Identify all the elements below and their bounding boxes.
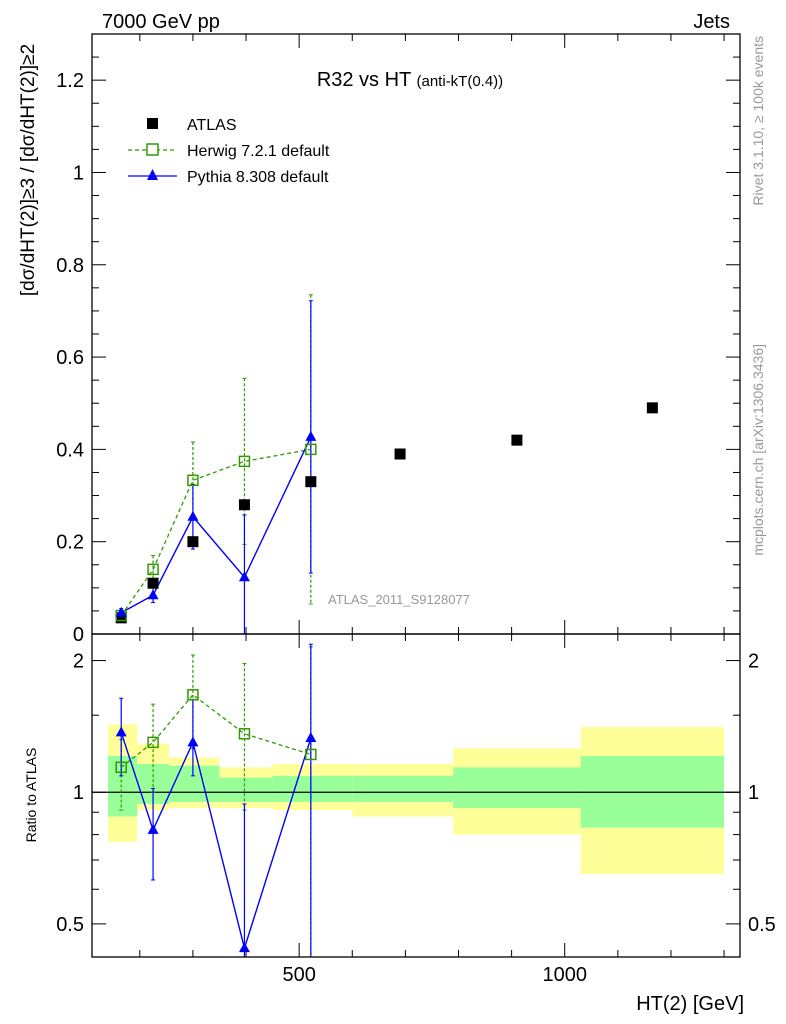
ratio-herwig-point [305, 748, 317, 761]
title-main: R32 vs HT [317, 69, 411, 91]
plot-title: R32 vs HT (anti-kT(0.4)) [317, 69, 503, 91]
ratio-tick-label-right: 2 [748, 651, 759, 673]
y-tick-label: 0.2 [56, 532, 84, 554]
ratio-herwig-point [115, 761, 127, 774]
pythia-data-point [187, 510, 199, 521]
ratio-tick-label: 2 [73, 651, 84, 673]
ratio-band-inner [352, 775, 454, 802]
pythia-data-point [115, 606, 127, 617]
ratio-herwig-line [120, 693, 312, 768]
x-tick-label: 1000 [542, 964, 587, 986]
y-axis-label: [dσ/dHT(2)]≥3 / [dσ/dHT(2)]≥2 [18, 44, 39, 296]
ratio-pythia-point [147, 823, 159, 834]
ratio-plot-frame [91, 633, 741, 958]
atlas-data-point [187, 536, 199, 548]
process-label: Jets [693, 11, 730, 33]
atlas-data-point [115, 612, 127, 624]
ratio-band-inner [219, 777, 273, 802]
y-tick-label: 0.6 [56, 347, 84, 369]
mcplots-label: mcplots.cern.ch [arXiv:1306.3436] [750, 344, 766, 556]
ratio-y-axis-label: Ratio to ATLAS [23, 748, 39, 843]
herwig-line [120, 448, 311, 616]
ratio-band-inner [272, 775, 353, 802]
legend-atlas-marker [147, 118, 158, 129]
analysis-label: ATLAS_2011_S9128077 [328, 592, 470, 607]
y-tick-label: 0.8 [56, 255, 84, 277]
ratio-band-inner [169, 765, 220, 802]
legend-atlas-label: ATLAS [187, 117, 237, 134]
herwig-data-point [147, 563, 159, 576]
herwig-data-point [305, 443, 317, 456]
y-tick-label: 0.4 [56, 439, 84, 461]
atlas-data-point [511, 434, 523, 446]
ratio-tick-label: 1 [73, 782, 84, 804]
title-suffix: (anti-kT(0.4)) [416, 73, 503, 90]
ratio-herwig-point [238, 728, 251, 740]
y-tick-label: 1 [73, 162, 84, 184]
pythia-data-point [238, 571, 250, 582]
ratio-pythia-point [115, 726, 127, 737]
ratio-herwig-point [187, 689, 199, 701]
legend-herwig-label: Herwig 7.2.1 default [187, 143, 330, 160]
ratio-tick-label-right: 0.5 [748, 914, 776, 936]
atlas-data-point [305, 476, 317, 488]
legend-pythia-label: Pythia 8.308 default [187, 169, 329, 186]
legend-pythia-marker [147, 169, 158, 180]
ratio-herwig-point [147, 736, 159, 749]
pythia-data-point [305, 430, 317, 441]
pythia-data-point [147, 589, 159, 600]
atlas-data-point [394, 448, 406, 460]
legend: ATLAS Herwig 7.2.1 default Pythia 8.308 … [128, 117, 330, 186]
ratio-tick-label: 0.5 [56, 914, 84, 936]
herwig-data-point [238, 455, 251, 468]
y-tick-label: 0 [73, 624, 84, 646]
ratio-pythia-point [305, 732, 317, 743]
ratio-pythia-point [187, 736, 199, 747]
legend-herwig-marker [146, 143, 159, 156]
atlas-data-point [646, 402, 658, 414]
ratio-pythia-point [238, 942, 250, 953]
atlas-data-point [238, 499, 250, 511]
atlas-data-point [147, 577, 159, 589]
x-axis-label: HT(2) [GeV] [636, 993, 744, 1015]
x-tick-label: 500 [282, 964, 315, 986]
ratio-band-inner [453, 767, 581, 809]
collision-label: 7000 GeV pp [102, 11, 220, 33]
rivet-label: Rivet 3.1.10, ≥ 100k events [750, 36, 766, 206]
ratio-tick-label-right: 1 [748, 782, 759, 804]
y-tick-label: 1.2 [56, 70, 84, 92]
herwig-data-point [187, 474, 199, 487]
